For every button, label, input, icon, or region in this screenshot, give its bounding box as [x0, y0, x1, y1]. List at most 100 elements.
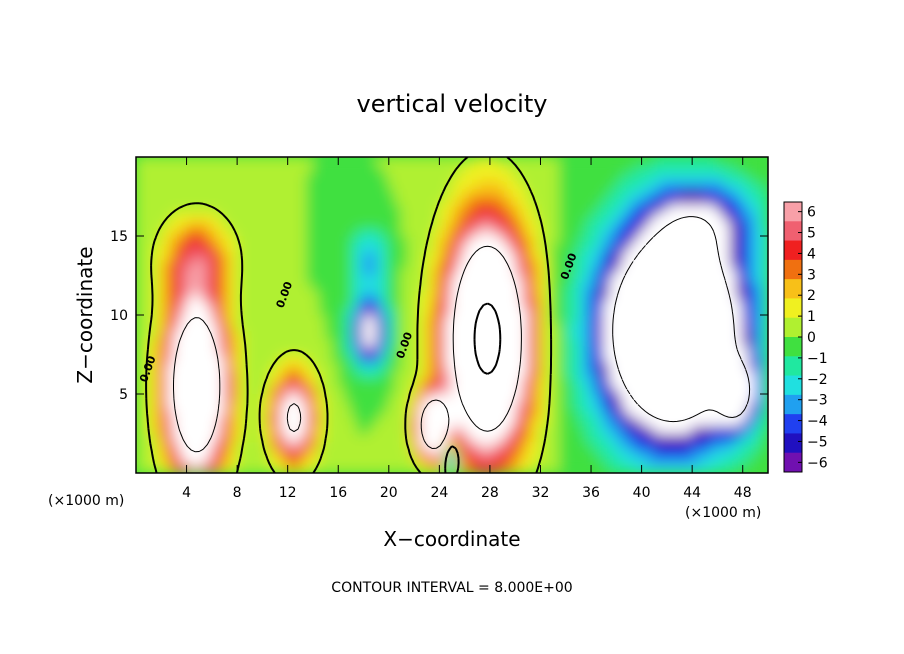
field-cell	[546, 157, 554, 166]
field-cell	[502, 251, 510, 261]
field-cell	[318, 172, 327, 182]
field-cell	[533, 157, 541, 166]
field-cell	[407, 227, 415, 237]
x-tick-label: 24	[430, 485, 448, 501]
field-cell	[217, 440, 225, 450]
field-cell	[445, 393, 453, 403]
field-cell	[192, 433, 200, 442]
field-cell	[363, 282, 371, 292]
field-cell	[521, 227, 529, 237]
field-cell	[306, 346, 314, 355]
field-cell	[268, 401, 276, 411]
field-cell	[710, 440, 718, 450]
field-cell	[476, 298, 485, 308]
field-cell	[533, 219, 541, 229]
field-cell	[596, 330, 605, 340]
field-cell	[160, 251, 169, 261]
field-cell	[685, 227, 693, 237]
field-cell	[691, 330, 699, 340]
field-cell	[337, 369, 346, 379]
field-cell	[306, 235, 314, 245]
field-cell	[508, 180, 516, 190]
field-cell	[173, 227, 181, 237]
colorbar-swatch	[784, 394, 802, 415]
field-cell	[748, 369, 756, 379]
field-cell	[704, 203, 712, 213]
field-cell	[609, 172, 617, 182]
field-cell	[337, 219, 346, 229]
field-cell	[464, 282, 472, 292]
field-cell	[697, 164, 706, 174]
field-cell	[217, 464, 225, 473]
field-cell	[539, 282, 548, 292]
field-cell	[167, 203, 175, 213]
field-cell	[400, 227, 409, 237]
field-cell	[394, 267, 402, 276]
field-cell	[729, 425, 737, 434]
field-cell	[514, 227, 523, 237]
field-cell	[280, 298, 289, 308]
field-cell	[274, 282, 282, 292]
field-cell	[571, 433, 579, 442]
field-cell	[350, 409, 358, 419]
field-cell	[596, 172, 605, 182]
field-cell	[470, 440, 478, 450]
field-cell	[141, 180, 150, 190]
field-cell	[483, 354, 491, 363]
field-cell	[255, 164, 263, 174]
field-cell	[173, 425, 181, 434]
field-cell	[186, 298, 194, 308]
field-cell	[192, 227, 200, 237]
field-cell	[742, 448, 750, 458]
field-cell	[325, 196, 333, 205]
field-cell	[508, 385, 516, 395]
field-cell	[331, 203, 339, 213]
field-cell	[192, 369, 200, 379]
field-cell	[445, 440, 453, 450]
field-cell	[761, 361, 768, 371]
field-cell	[299, 314, 308, 324]
field-cell	[192, 275, 200, 284]
field-cell	[173, 290, 181, 300]
field-cell	[400, 448, 409, 458]
field-cell	[136, 393, 143, 403]
field-cell	[217, 211, 225, 221]
field-cell	[198, 157, 207, 166]
field-cell	[558, 338, 567, 348]
field-cell	[363, 251, 371, 261]
field-cell	[508, 456, 516, 466]
field-cell	[514, 306, 523, 316]
field-cell	[381, 306, 390, 316]
field-cell	[350, 464, 358, 473]
field-cell	[261, 219, 270, 229]
field-cell	[628, 164, 636, 174]
field-cell	[198, 188, 207, 197]
field-cell	[697, 259, 706, 269]
field-cell	[287, 440, 295, 450]
field-cell	[173, 409, 181, 419]
field-cell	[577, 385, 586, 395]
field-cell	[287, 164, 295, 174]
field-cell	[438, 338, 447, 348]
field-cell	[217, 401, 225, 411]
field-cell	[723, 290, 731, 300]
field-cell	[419, 369, 428, 379]
field-cell	[236, 330, 244, 340]
field-cell	[596, 433, 605, 442]
field-cell	[363, 164, 371, 174]
field-cell	[400, 330, 409, 340]
field-cell	[230, 361, 238, 371]
field-cell	[363, 338, 371, 348]
field-cell	[407, 369, 415, 379]
field-cell	[464, 338, 472, 348]
field-cell	[136, 219, 143, 229]
field-cell	[306, 377, 314, 387]
field-cell	[603, 157, 611, 166]
field-cell	[318, 306, 327, 316]
field-cell	[325, 219, 333, 229]
field-cell	[318, 369, 327, 379]
field-cell	[615, 251, 624, 261]
field-cell	[704, 180, 712, 190]
field-cell	[685, 322, 693, 332]
field-cell	[647, 322, 655, 332]
